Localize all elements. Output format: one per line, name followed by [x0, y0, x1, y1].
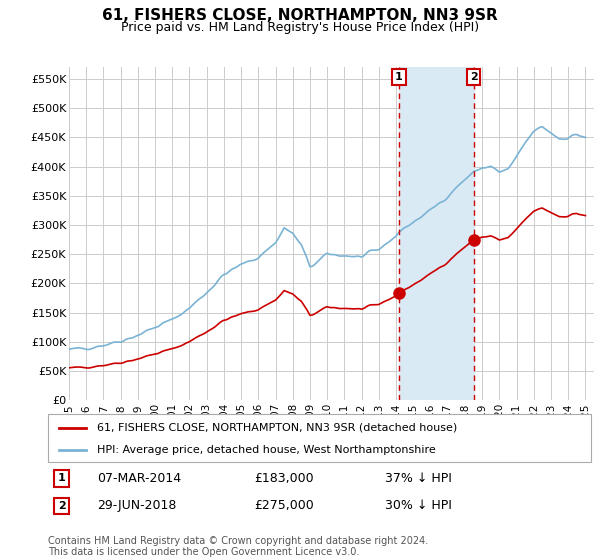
Text: Price paid vs. HM Land Registry's House Price Index (HPI): Price paid vs. HM Land Registry's House …: [121, 21, 479, 34]
Text: 1: 1: [58, 474, 65, 483]
Bar: [399, 67, 473, 400]
Text: Contains HM Land Registry data © Crown copyright and database right 2024.
This d: Contains HM Land Registry data © Crown c…: [48, 535, 428, 557]
Text: HPI: Average price, detached house, West Northamptonshire: HPI: Average price, detached house, West…: [97, 445, 436, 455]
Text: 37% ↓ HPI: 37% ↓ HPI: [385, 472, 452, 485]
Text: 29-JUN-2018: 29-JUN-2018: [97, 500, 176, 512]
Text: 30% ↓ HPI: 30% ↓ HPI: [385, 500, 452, 512]
Text: 1: 1: [395, 72, 403, 82]
FancyBboxPatch shape: [48, 414, 591, 462]
Text: 2: 2: [58, 501, 65, 511]
Text: 2: 2: [470, 72, 478, 82]
Text: 61, FISHERS CLOSE, NORTHAMPTON, NN3 9SR (detached house): 61, FISHERS CLOSE, NORTHAMPTON, NN3 9SR …: [97, 423, 457, 433]
Text: £183,000: £183,000: [254, 472, 314, 485]
Text: 07-MAR-2014: 07-MAR-2014: [97, 472, 181, 485]
Text: 61, FISHERS CLOSE, NORTHAMPTON, NN3 9SR: 61, FISHERS CLOSE, NORTHAMPTON, NN3 9SR: [102, 8, 498, 24]
Text: £275,000: £275,000: [254, 500, 314, 512]
